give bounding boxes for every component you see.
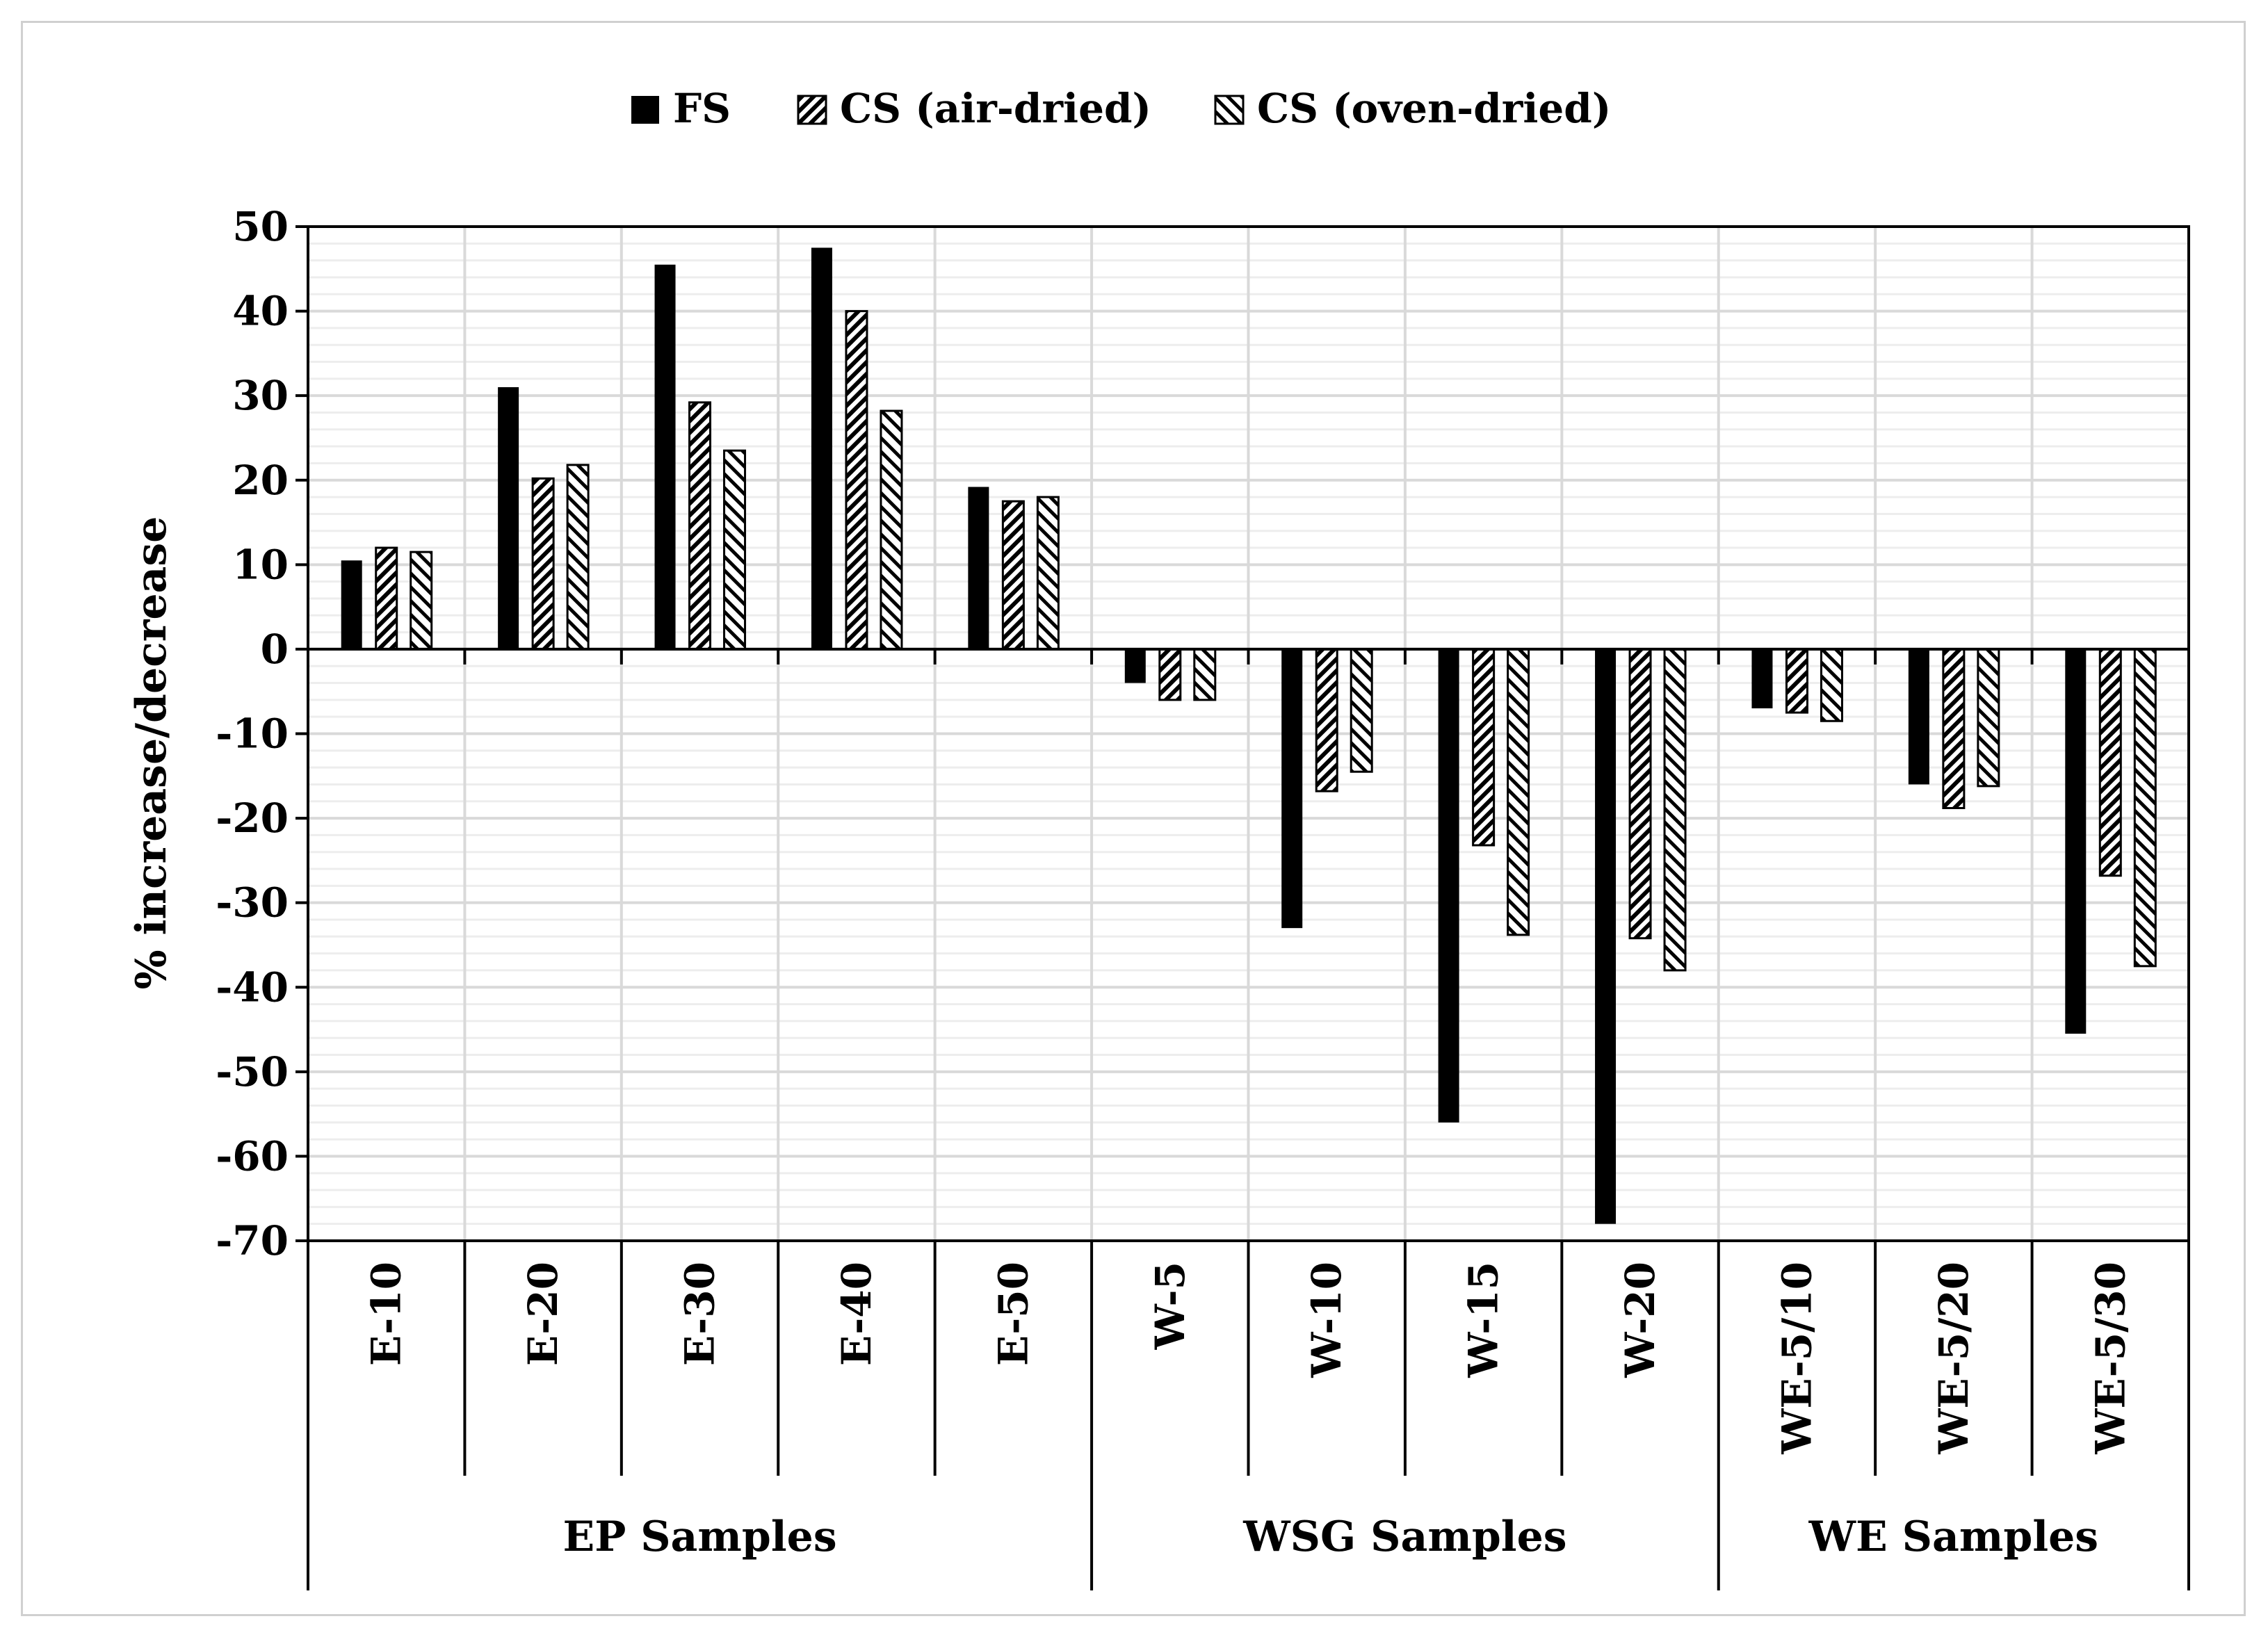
x-category-label: E-40 bbox=[833, 1262, 880, 1366]
x-category-label: W-15 bbox=[1460, 1262, 1507, 1378]
bar-fs-e-20 bbox=[498, 387, 519, 649]
y-tick-label: 50 bbox=[232, 203, 289, 250]
y-tick-label: -40 bbox=[216, 963, 289, 1011]
legend-swatch-cs-oven bbox=[1214, 95, 1245, 125]
legend-item-fs: FS bbox=[631, 85, 731, 132]
bar-cs-oven-dried-w-20 bbox=[1663, 648, 1687, 972]
x-category-label: W-5 bbox=[1147, 1262, 1194, 1350]
bar-cs-air-dried-we-5-20 bbox=[1942, 648, 1966, 809]
x-category-label: W-20 bbox=[1617, 1262, 1664, 1378]
y-tick-label: -50 bbox=[216, 1048, 289, 1096]
x-category-label: E-50 bbox=[989, 1262, 1037, 1366]
bar-fs-e-10 bbox=[341, 560, 362, 649]
bar-fs-w-10 bbox=[1281, 649, 1303, 929]
y-axis-title: % increase/decrease bbox=[127, 516, 176, 990]
bar-fs-e-30 bbox=[654, 264, 676, 649]
bar-cs-oven-dried-e-30 bbox=[723, 449, 747, 651]
bar-cs-air-dried-w-10 bbox=[1315, 648, 1338, 792]
bar-cs-oven-dried-we-5-10 bbox=[1820, 648, 1843, 722]
legend: FS CS (air-dried) CS (oven-dried) bbox=[631, 85, 1611, 132]
legend-label-fs: FS bbox=[673, 85, 731, 132]
bar-cs-oven-dried-w-10 bbox=[1350, 648, 1373, 773]
y-tick-label: 0 bbox=[261, 626, 289, 673]
legend-item-cs-oven: CS (oven-dried) bbox=[1214, 85, 1611, 132]
bar-cs-air-dried-e-50 bbox=[1001, 500, 1025, 651]
bar-cs-air-dried-w-15 bbox=[1472, 648, 1496, 847]
y-tick-label: -60 bbox=[216, 1132, 289, 1180]
bar-cs-oven-dried-w-15 bbox=[1507, 648, 1530, 936]
y-tick-label: 30 bbox=[232, 372, 289, 419]
bar-cs-air-dried-e-20 bbox=[531, 477, 555, 651]
x-group-label: EP Samples bbox=[562, 1513, 836, 1561]
bar-fs-we-5-10 bbox=[1751, 649, 1773, 709]
x-category-label: E-30 bbox=[677, 1262, 724, 1366]
bar-cs-oven-dried-we-5-20 bbox=[1977, 648, 2000, 788]
y-tick-label: -30 bbox=[216, 879, 289, 927]
bar-fs-w-20 bbox=[1595, 649, 1617, 1224]
x-category-label: WE-5/30 bbox=[2087, 1262, 2134, 1455]
bar-cs-oven-dried-e-50 bbox=[1036, 496, 1060, 651]
y-tick-label: -20 bbox=[216, 795, 289, 842]
bar-cs-air-dried-e-40 bbox=[845, 310, 868, 651]
chart-frame: FS CS (air-dried) CS (oven-dried) % incr… bbox=[21, 21, 2246, 1616]
bar-cs-oven-dried-e-10 bbox=[410, 551, 433, 651]
x-group-label: WSG Samples bbox=[1242, 1513, 1566, 1561]
bar-cs-oven-dried-w-5 bbox=[1193, 648, 1217, 701]
bar-fs-we-5-30 bbox=[2065, 649, 2087, 1034]
legend-label-cs-air: CS (air-dried) bbox=[840, 85, 1151, 132]
legend-item-cs-air: CS (air-dried) bbox=[797, 85, 1151, 132]
legend-swatch-fs bbox=[631, 96, 659, 124]
bar-cs-oven-dried-e-40 bbox=[880, 409, 903, 651]
bar-fs-w-15 bbox=[1438, 649, 1459, 1123]
bar-cs-air-dried-e-10 bbox=[375, 546, 398, 651]
x-group-label: WE Samples bbox=[1808, 1513, 2098, 1561]
bar-cs-air-dried-we-5-10 bbox=[1785, 648, 1808, 714]
gridlines bbox=[308, 225, 2189, 1242]
x-category-label: E-10 bbox=[363, 1262, 410, 1366]
y-tick-label: 10 bbox=[232, 541, 289, 588]
x-category-label: E-20 bbox=[519, 1262, 567, 1366]
bar-fs-e-40 bbox=[811, 247, 832, 649]
legend-swatch-cs-air bbox=[797, 95, 827, 125]
bar-fs-e-50 bbox=[968, 487, 989, 649]
x-category-label: WE-5/10 bbox=[1773, 1262, 1820, 1455]
y-tick-label: -10 bbox=[216, 710, 289, 758]
bar-cs-air-dried-e-30 bbox=[688, 401, 712, 651]
bar-fs-w-5 bbox=[1124, 649, 1146, 683]
bar-cs-oven-dried-e-20 bbox=[566, 464, 590, 651]
y-tick-label: 20 bbox=[232, 457, 289, 504]
axes bbox=[295, 225, 2190, 1590]
x-category-label: WE-5/20 bbox=[1930, 1262, 1977, 1455]
y-tick-label: 40 bbox=[232, 288, 289, 335]
bar-cs-air-dried-w-20 bbox=[1628, 648, 1652, 940]
x-category-labels: E-10 E-20 E-30 E-40 E-50 W-5 W-10 W-15 W-20 WE-5/… bbox=[363, 1262, 2135, 1455]
x-category-label: W-10 bbox=[1303, 1262, 1350, 1378]
bar-cs-air-dried-we-5-30 bbox=[2098, 648, 2122, 877]
y-tick-label: -70 bbox=[216, 1217, 289, 1264]
bar-cs-air-dried-w-5 bbox=[1158, 648, 1182, 701]
y-tick-labels: 50 40 30 20 10 0 -10 -20 -30 -40 -50 -60 -70 bbox=[216, 203, 289, 1264]
bar-chart: FS CS (air-dried) CS (oven-dried) % incr… bbox=[127, 85, 2190, 1590]
legend-label-cs-oven: CS (oven-dried) bbox=[1257, 85, 1611, 132]
bar-cs-oven-dried-we-5-30 bbox=[2133, 648, 2157, 968]
bar-fs-we-5-20 bbox=[1908, 649, 1929, 785]
x-group-labels: EP Samples WSG Samples WE Samples bbox=[562, 1513, 2098, 1561]
